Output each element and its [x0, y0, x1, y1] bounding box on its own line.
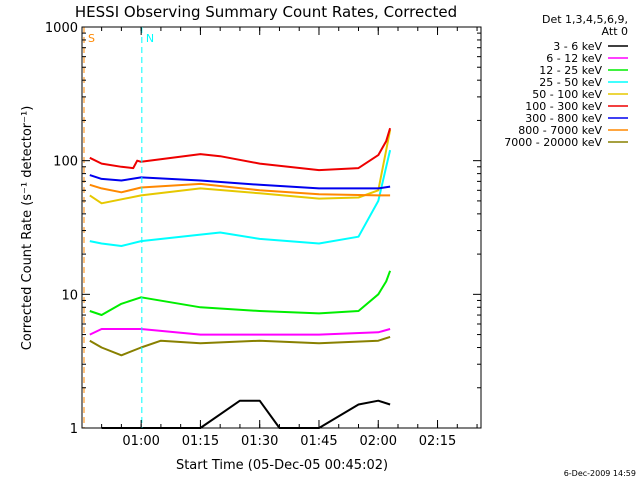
- legend-entry-label: 50 - 100 keV: [532, 88, 602, 101]
- series-line-3-6-kev: [101, 399, 391, 429]
- series-line-100-300-kev: [89, 127, 392, 172]
- x-axis-label: Start Time (05-Dec-05 00:45:02): [176, 458, 388, 473]
- legend-entry-label: 100 - 300 keV: [525, 100, 602, 113]
- legend-entry-label: 800 - 7000 keV: [518, 124, 602, 137]
- legend-header-line: Att 0: [602, 25, 628, 38]
- generation-timestamp: 6-Dec-2009 14:59: [564, 469, 636, 478]
- y-axis-label: Corrected Count Rate (s⁻¹ detector⁻¹): [20, 106, 35, 351]
- series-line-12-25-kev: [89, 270, 392, 316]
- x-tick-label: 02:15: [419, 434, 456, 449]
- y-tick-label: 10: [61, 288, 78, 303]
- chart-title: HESSI Observing Summary Count Rates, Cor…: [75, 3, 457, 21]
- x-tick-label: 01:15: [182, 434, 219, 449]
- legend-entry-label: 7000 - 20000 keV: [504, 136, 602, 149]
- series-line-6-12-kev: [89, 328, 391, 336]
- series-line-50-100-kev: [89, 129, 392, 205]
- legend-entry-label: 3 - 6 keV: [553, 40, 602, 53]
- x-tick-label: 02:00: [360, 434, 397, 449]
- legend-entry-label: 12 - 25 keV: [539, 64, 602, 77]
- y-tick-label: 100: [53, 155, 78, 170]
- legend-entry-label: 25 - 50 keV: [539, 76, 602, 89]
- series-line-300-800-kev: [89, 174, 391, 190]
- x-tick-label: 01:00: [122, 434, 159, 449]
- series-line-7000-20000-kev: [89, 335, 391, 357]
- legend-entry-label: 300 - 800 keV: [525, 112, 602, 125]
- x-tick-label: 01:30: [241, 434, 278, 449]
- legend-header-line: Det 1,3,4,5,6,9,: [542, 13, 628, 26]
- flag-label-n: N: [146, 32, 154, 45]
- y-tick-label: 1000: [45, 21, 78, 36]
- y-tick-label: 1: [70, 422, 78, 437]
- series-line-800-7000-kev: [89, 182, 391, 197]
- legend-entry-label: 6 - 12 keV: [546, 52, 602, 65]
- flag-label-s: S: [88, 32, 95, 45]
- x-tick-label: 01:45: [300, 434, 337, 449]
